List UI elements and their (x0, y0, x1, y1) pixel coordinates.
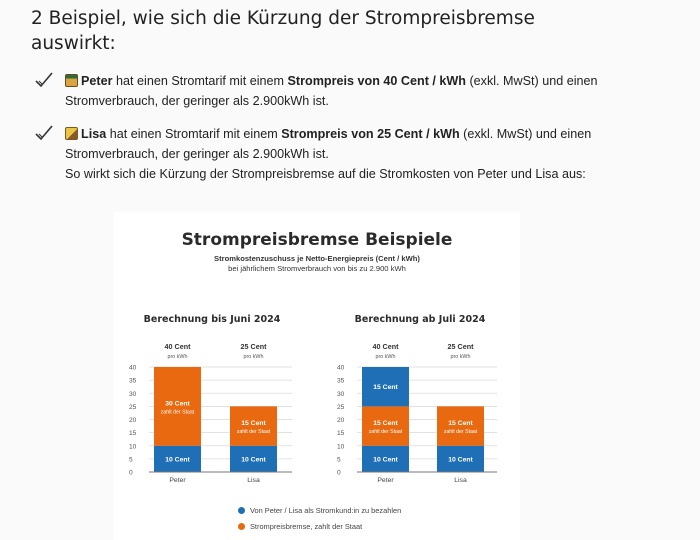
category-price: 25 Cent (241, 342, 268, 351)
x-tick-label: Lisa (454, 477, 467, 484)
y-tick-label: 20 (129, 417, 137, 424)
category-price: 40 Cent (165, 342, 192, 351)
category-price: 25 Cent (448, 342, 475, 351)
data-label-sub: zahlt der Staat (237, 429, 271, 435)
data-label: 15 Cent (448, 420, 473, 427)
data-label: 10 Cent (373, 456, 398, 463)
legend-label: Von Peter / Lisa als Stromkund:in zu bez… (250, 506, 402, 515)
y-tick-label: 40 (129, 365, 137, 372)
legend-item-orange: Strompreisbremse, zahlt der Staat (238, 522, 362, 531)
chart-title: Berechnung bis Juni 2024 (144, 314, 281, 325)
woman-emoji-icon (65, 127, 78, 140)
y-tick-label: 5 (337, 456, 341, 463)
bar-segment (230, 406, 277, 446)
item-price: Strompreis von 40 Cent / kWh (287, 74, 466, 88)
item-text: hat einen Stromtarif mit einem (116, 74, 285, 88)
bar-segment (437, 445, 484, 472)
category-unit: pro kWh (243, 354, 263, 360)
bar-segment (154, 367, 201, 446)
y-tick-label: 15 (337, 430, 345, 437)
bar-segment (230, 445, 277, 472)
y-tick-label: 10 (337, 443, 345, 450)
category-price: 40 Cent (373, 342, 400, 351)
y-tick-label: 0 (337, 470, 341, 477)
data-label: 15 Cent (373, 420, 398, 427)
data-label: 30 Cent (165, 400, 190, 407)
y-tick-label: 5 (129, 456, 133, 463)
item-text: (exkl. MwSt) und einen Stromverbrauch, d… (65, 74, 598, 108)
data-label-sub: zahlt der Staat (161, 409, 195, 415)
legend-dot-icon (238, 523, 245, 530)
followup-text: So wirkt sich die Kürzung der Strompreis… (65, 167, 586, 181)
data-label: 10 Cent (241, 456, 266, 463)
y-tick-label: 10 (129, 443, 137, 450)
y-tick-label: 15 (129, 430, 137, 437)
person-name: Peter (81, 74, 113, 88)
item-text: (exkl. MwSt) und einen Stromverbrauch, d… (65, 127, 592, 161)
y-tick-label: 35 (337, 378, 345, 385)
bar-segment (362, 367, 409, 407)
item-price: Strompreis von 25 Cent / kWh (281, 127, 460, 141)
category-unit: pro kWh (167, 354, 187, 360)
category-unit: pro kWh (450, 354, 470, 360)
data-label-sub: zahlt der Staat (369, 429, 403, 435)
x-tick-label: Lisa (247, 477, 260, 484)
y-tick-label: 25 (129, 404, 137, 411)
x-tick-label: Peter (377, 477, 394, 484)
y-tick-label: 25 (337, 404, 345, 411)
card-subtitle-normal: bei jährlichem Stromverbrauch von bis zu… (228, 264, 406, 273)
y-tick-label: 35 (129, 378, 137, 385)
bar-segment (437, 406, 484, 446)
y-tick-label: 30 (129, 391, 137, 398)
legend-label: Strompreisbremse, zahlt der Staat (250, 522, 363, 531)
item-text: hat einen Stromtarif mit einem (109, 127, 278, 141)
man-emoji-icon (65, 74, 78, 87)
legend-dot-icon (238, 507, 245, 514)
bar-segment (362, 445, 409, 472)
category-unit: pro kWh (375, 354, 395, 360)
data-label: 15 Cent (373, 384, 398, 391)
infographic-card: Strompreisbremse Beispiele Stromkostenzu… (114, 212, 520, 540)
chart-title: Berechnung ab Juli 2024 (355, 314, 486, 325)
y-tick-label: 20 (337, 417, 345, 424)
data-label-sub: zahlt der Staat (444, 429, 478, 435)
checkmark-icon (35, 125, 53, 141)
data-label: 10 Cent (448, 456, 473, 463)
legend-item-blue: Von Peter / Lisa als Stromkund:in zu bez… (238, 506, 401, 515)
bar-segment (154, 445, 201, 472)
data-label: 15 Cent (241, 420, 266, 427)
bar-charts: Berechnung bis Juni 2024 0 5 10 15 20 25 30 35 40… (129, 314, 497, 484)
x-tick-label: Peter (169, 477, 186, 484)
card-subtitle: Stromkostenzuschuss je Netto-Energieprei… (114, 254, 520, 274)
y-tick-label: 40 (337, 365, 345, 372)
person-name: Lisa (81, 127, 107, 141)
checkmark-icon (35, 72, 53, 88)
y-tick-label: 0 (129, 470, 133, 477)
y-tick-label: 30 (337, 391, 345, 398)
bar-segment (362, 406, 409, 446)
section-heading: 2 Beispiel, wie sich die Kürzung der Str… (31, 8, 535, 54)
card-subtitle-bold: Stromkostenzuschuss je Netto-Energieprei… (214, 254, 420, 263)
data-label: 10 Cent (165, 456, 190, 463)
card-title: Strompreisbremse Beispiele (181, 230, 453, 250)
